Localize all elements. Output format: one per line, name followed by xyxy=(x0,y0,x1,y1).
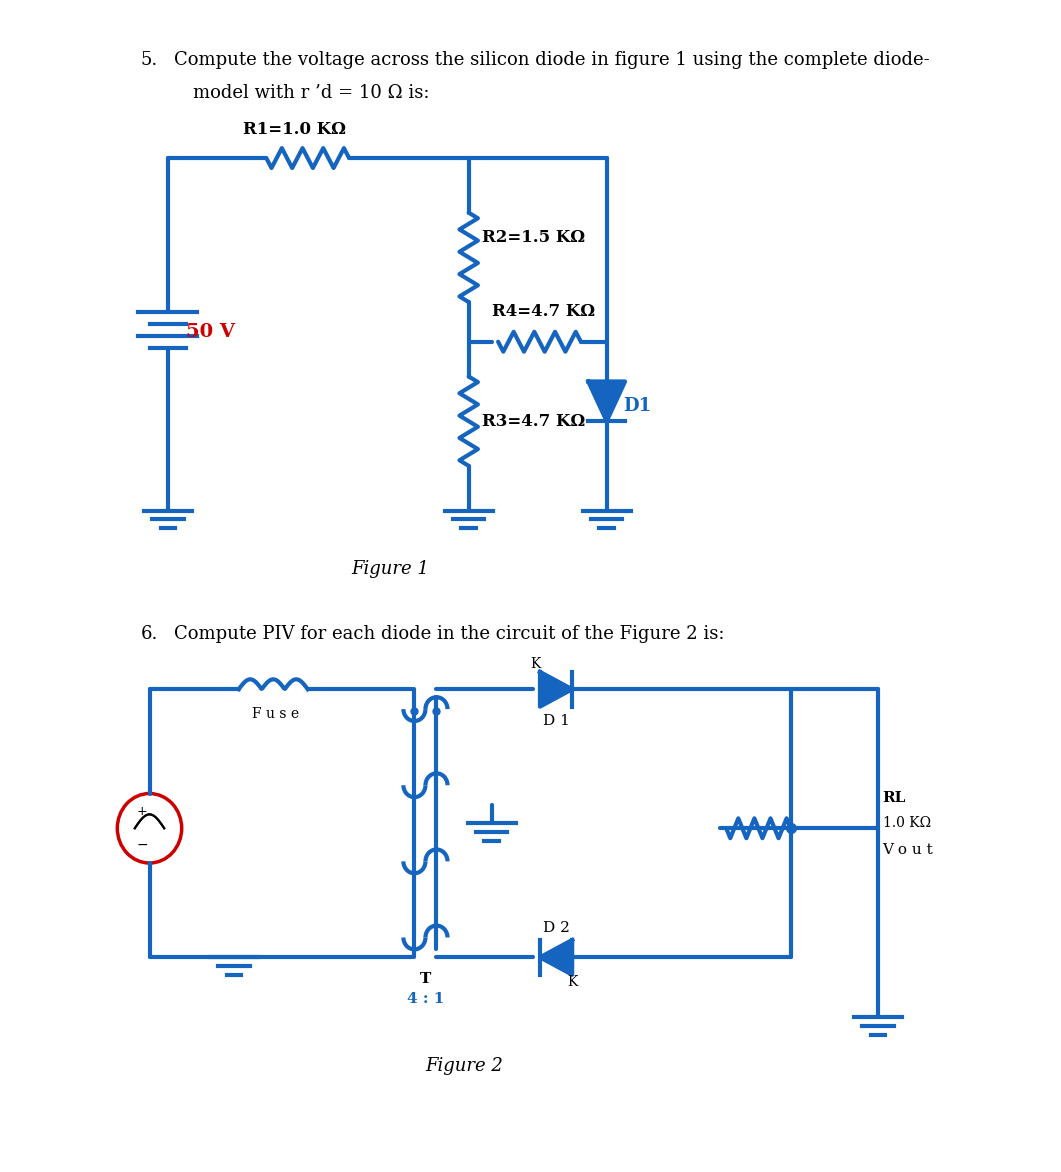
Text: 1.0 KΩ: 1.0 KΩ xyxy=(883,817,930,830)
Text: F u s e: F u s e xyxy=(251,707,299,721)
Text: 50 V: 50 V xyxy=(187,322,236,341)
Text: R1=1.0 KΩ: R1=1.0 KΩ xyxy=(243,121,346,138)
Text: 4 : 1: 4 : 1 xyxy=(406,992,445,1006)
Text: R4=4.7 KΩ: R4=4.7 KΩ xyxy=(491,302,595,320)
Text: K: K xyxy=(530,657,541,672)
Text: Figure 2: Figure 2 xyxy=(425,1057,503,1075)
Text: 5.: 5. xyxy=(140,50,157,69)
Polygon shape xyxy=(588,381,625,421)
Text: Compute PIV for each diode in the circuit of the Figure 2 is:: Compute PIV for each diode in the circui… xyxy=(174,625,725,642)
Text: D 2: D 2 xyxy=(542,921,570,935)
Text: R3=4.7 KΩ: R3=4.7 KΩ xyxy=(483,413,586,430)
Polygon shape xyxy=(540,940,572,975)
Text: 6.: 6. xyxy=(140,625,158,642)
Text: K: K xyxy=(568,975,578,989)
Text: Figure 1: Figure 1 xyxy=(351,560,430,578)
Text: V o u t: V o u t xyxy=(883,843,934,857)
Text: model with r ’d = 10 Ω is:: model with r ’d = 10 Ω is: xyxy=(193,83,430,102)
Text: R2=1.5 KΩ: R2=1.5 KΩ xyxy=(483,229,586,246)
Text: D 1: D 1 xyxy=(542,714,570,728)
Text: Compute the voltage across the silicon diode in figure 1 using the complete diod: Compute the voltage across the silicon d… xyxy=(174,50,929,69)
Polygon shape xyxy=(540,672,572,707)
Text: D1: D1 xyxy=(623,397,651,415)
Text: +: + xyxy=(137,805,147,818)
Text: T: T xyxy=(420,973,431,986)
Text: RL: RL xyxy=(883,791,906,805)
Text: −: − xyxy=(136,838,147,852)
